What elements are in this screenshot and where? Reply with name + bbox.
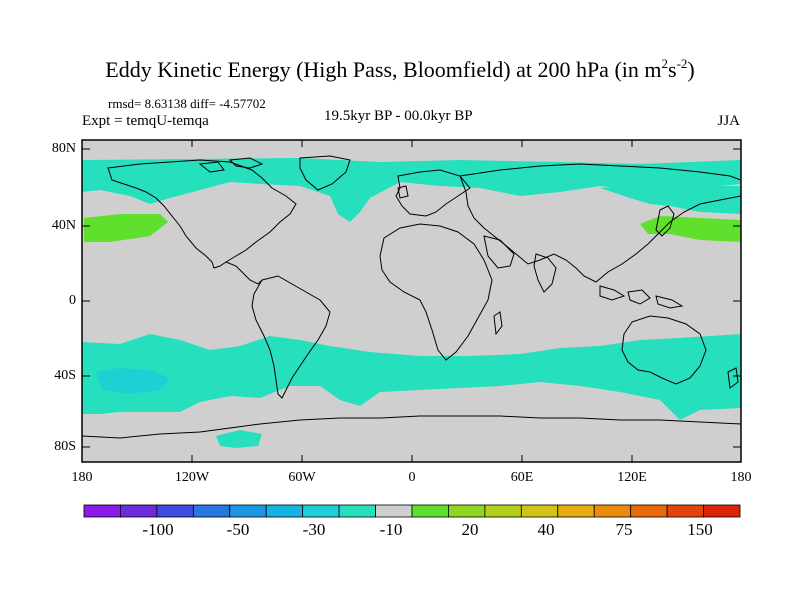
colorbar-swatch <box>156 504 194 518</box>
anomaly-band-north <box>82 158 741 222</box>
coastlines <box>82 155 741 439</box>
colorbar-tick-label: -50 <box>226 520 250 539</box>
colorbar-tick-label: -100 <box>142 520 174 539</box>
y-axis-label: 0 <box>69 293 76 308</box>
colorbar <box>83 504 741 518</box>
y-axis-label: 80N <box>51 141 76 156</box>
x-axis-label: 0 <box>408 470 416 485</box>
colorbar-tick-label: -10 <box>379 520 403 539</box>
experiment-text: Expt = temqU-temqa <box>82 113 209 129</box>
colorbar-tick-label: 150 <box>687 520 713 539</box>
positive-anomaly-pacific-east <box>640 216 741 242</box>
x-axis-label: 60W <box>288 470 316 485</box>
anomaly-core-south-pacific <box>96 368 170 394</box>
colorbar-swatch <box>703 504 741 518</box>
colorbar-tick-label: 40 <box>537 520 555 539</box>
anomaly-band-north-pacific <box>600 184 741 214</box>
colorbar-swatch <box>338 504 376 518</box>
colorbar-swatch <box>120 504 158 518</box>
x-axis-label: 120E <box>617 470 647 485</box>
anomaly-patch-south <box>216 430 262 448</box>
colorbar-swatch <box>83 504 121 518</box>
x-axis-label: 180 <box>730 470 752 485</box>
map-title: Eddy Kinetic Energy (High Pass, Bloomfie… <box>105 56 695 82</box>
colorbar-swatch <box>375 504 413 518</box>
colorbar-swatch <box>448 504 486 518</box>
colorbar-swatch <box>265 504 304 518</box>
x-axis-label: 120W <box>174 470 210 485</box>
stats-text: rmsd= 8.63138 diff= -4.57702 <box>108 96 266 111</box>
colorbar-swatch <box>411 504 449 518</box>
y-axis-label: 80S <box>54 439 76 454</box>
colorbar-tick-label: -30 <box>302 520 326 539</box>
colorbar-swatch <box>520 504 559 518</box>
season-text: JJA <box>717 113 740 129</box>
period-text: 19.5kyr BP - 00.0kyr BP <box>324 108 473 124</box>
colorbar-swatch <box>666 504 704 518</box>
colorbar-tick-label: 75 <box>615 520 633 539</box>
x-axis-label: 180 <box>71 470 93 485</box>
colorbar-swatch <box>630 504 668 518</box>
axis-ticks <box>81 140 742 462</box>
colorbar-swatch <box>557 504 595 518</box>
positive-anomaly-pacific-west <box>84 214 168 242</box>
colorbar-swatch <box>302 504 340 518</box>
y-axis-label: 40N <box>51 218 76 233</box>
colorbar-tick-label: 20 <box>461 520 479 539</box>
colorbar-swatch <box>593 504 632 518</box>
anomaly-band-south <box>82 334 741 420</box>
colorbar-swatch <box>484 504 522 518</box>
x-axis-label: 60E <box>510 470 534 485</box>
y-axis-label: 40S <box>54 368 76 383</box>
colorbar-swatch <box>229 504 267 518</box>
colorbar-swatch <box>192 504 231 518</box>
